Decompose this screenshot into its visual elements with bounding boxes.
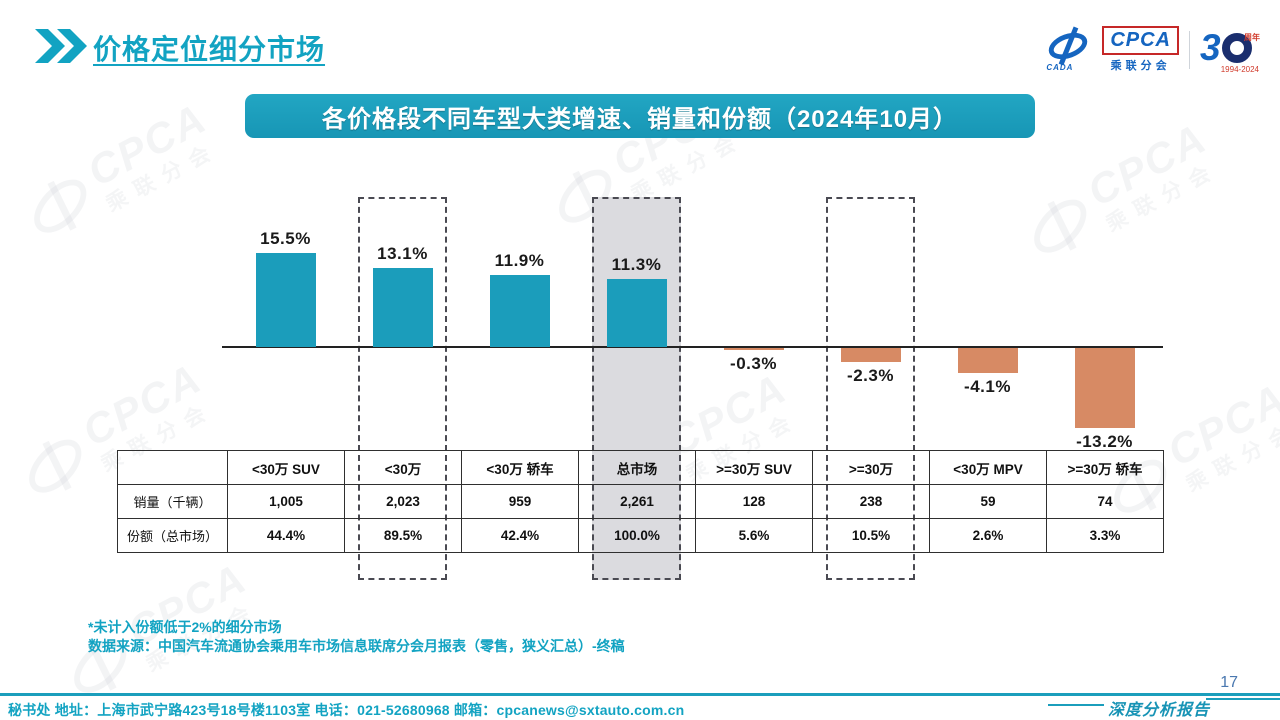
- bar-0: [255, 253, 316, 347]
- cpca-wordmark: CPCA 乘联分会: [1102, 26, 1179, 73]
- cpca-text: CPCA: [1110, 29, 1171, 51]
- bar-value-label-3: 11.3%: [611, 255, 662, 274]
- bar-value-label-4: -0.3%: [730, 354, 777, 373]
- bar-4: [723, 348, 784, 350]
- bar-1: [372, 268, 433, 347]
- x-axis-line: [222, 346, 1163, 348]
- bar-7: [1074, 348, 1135, 428]
- header: 价格定位细分市场: [35, 28, 325, 68]
- bar-value-label-5: -2.3%: [847, 366, 894, 385]
- table-cell-0-0: 1,005: [227, 484, 345, 519]
- table-row-label-1: 份额（总市场）: [117, 518, 228, 553]
- table-cell-0-4: 128: [695, 484, 813, 519]
- bar-6: [957, 348, 1018, 373]
- footer-contact: 秘书处 地址：上海市武宁路423号18号楼1103室 电话：021-526809…: [8, 702, 685, 718]
- footnote-line-2: 数据来源：中国汽车流通协会乘用车市场信息联席分会月报表（零售，狭义汇总）-终稿: [88, 637, 625, 654]
- page-title: 价格定位细分市场: [93, 34, 326, 65]
- table-cell-0-6: 59: [929, 484, 1047, 519]
- table-corner-cell: [117, 450, 228, 485]
- bar-value-label-1: 13.1%: [377, 244, 428, 263]
- table-cell-1-0: 44.4%: [227, 518, 345, 553]
- table-col-header-3: 总市场: [578, 450, 696, 485]
- page-number: 17: [1220, 674, 1238, 691]
- cpca-subtitle: 乘联分会: [1110, 60, 1171, 72]
- table-row-label-0: 销量（千辆）: [117, 484, 228, 519]
- bar-value-label-2: 11.9%: [494, 251, 545, 270]
- table-cell-1-6: 2.6%: [929, 518, 1047, 553]
- table-col-header-0: <30万 SUV: [227, 450, 345, 485]
- bar-value-label-0: 15.5%: [260, 229, 311, 248]
- report-line-right: [1206, 698, 1280, 700]
- highlight-box-5: [826, 197, 915, 580]
- table-cell-1-4: 5.6%: [695, 518, 813, 553]
- highlight-box-1: [358, 197, 447, 580]
- footer-rule: [0, 693, 1280, 696]
- footnotes: *未计入份额低于2%的细分市场 数据来源：中国汽车流通协会乘用车市场信息联席分会…: [88, 618, 625, 656]
- table-cell-1-1: 89.5%: [344, 518, 462, 553]
- cpca-logo: CADA CPCA 乘联分会 3 周年 1994-2024: [1045, 26, 1262, 74]
- table-col-header-4: >=30万 SUV: [695, 450, 813, 485]
- bar-3: [606, 279, 667, 347]
- table-col-header-1: <30万: [344, 450, 462, 485]
- table-col-header-5: >=30万: [812, 450, 930, 485]
- table-cell-0-3: 2,261: [578, 484, 696, 519]
- chart-title: 各价格段不同车型大类增速、销量和份额（2024年10月）: [321, 105, 959, 133]
- table-cell-0-1: 2,023: [344, 484, 462, 519]
- table-cell-0-7: 74: [1046, 484, 1164, 519]
- table-col-header-2: <30万 轿车: [461, 450, 579, 485]
- report-label: 深度分析报告: [1108, 702, 1211, 719]
- table-col-header-7: >=30万 轿车: [1046, 450, 1164, 485]
- report-line-left: [1048, 704, 1104, 706]
- data-table: <30万 SUV <30万 <30万 轿车 总市场 >=30万 SUV >=30万 <30万…: [117, 450, 1164, 553]
- table-cell-0-2: 959: [461, 484, 579, 519]
- table-cell-1-2: 42.4%: [461, 518, 579, 553]
- table-col-header-6: <30万 MPV: [929, 450, 1047, 485]
- logo-divider: [1189, 30, 1190, 69]
- report-label-group: 深度分析报告: [1048, 696, 1280, 720]
- anniversary-30-icon: 3 周年 1994-2024: [1200, 26, 1260, 74]
- table-cell-1-3: 100.0%: [578, 518, 696, 553]
- bar-value-label-6: -4.1%: [964, 377, 1011, 396]
- bar-2: [489, 275, 550, 347]
- table-row-0: 销量（千辆） 1,005 2,023 959 2,261 128 238 59 74: [117, 484, 1164, 519]
- chart-title-banner: 各价格段不同车型大类增速、销量和份额（2024年10月）: [245, 94, 1035, 138]
- double-chevron-icon: [35, 28, 87, 68]
- bar-value-label-7: -13.2%: [1076, 432, 1133, 451]
- table-row-1: 份额（总市场） 44.4% 89.5% 42.4% 100.0% 5.6% 10.5% 2.6…: [117, 518, 1164, 553]
- table-cell-0-5: 238: [812, 484, 930, 519]
- cada-swoosh-icon: CADA: [1045, 26, 1092, 72]
- table-cell-1-5: 10.5%: [812, 518, 930, 553]
- table-cell-1-7: 3.3%: [1046, 518, 1164, 553]
- footnote-line-1: *未计入份额低于2%的细分市场: [88, 619, 282, 635]
- bar-5: [840, 348, 901, 362]
